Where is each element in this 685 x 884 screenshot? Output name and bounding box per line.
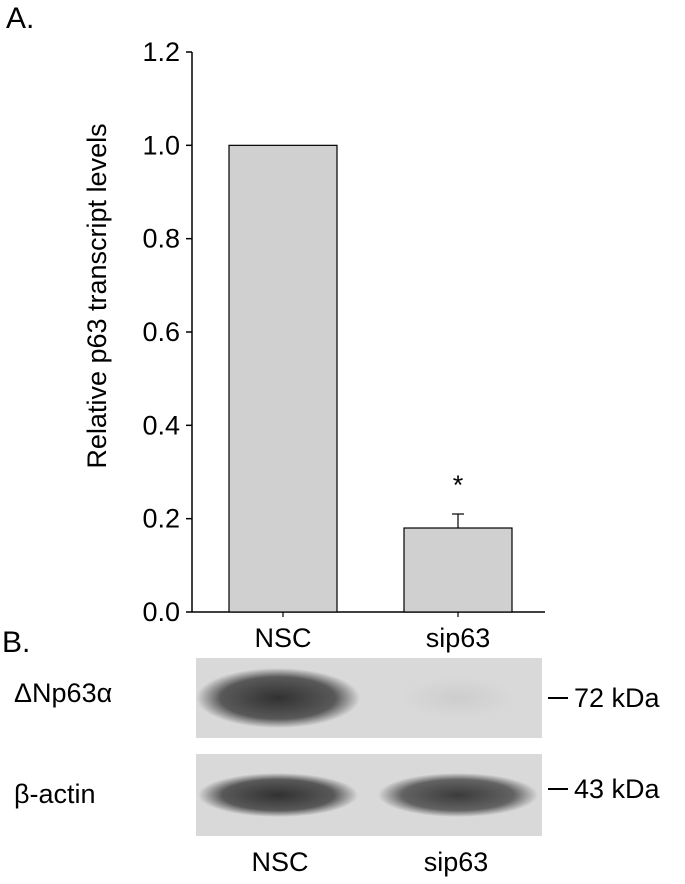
y-tick-label: 0.2 xyxy=(142,504,180,534)
y-axis-label: Relative p63 transcript levels xyxy=(82,123,112,468)
y-tick-label: 0.6 xyxy=(142,317,180,347)
blot-band-nsc xyxy=(196,668,360,728)
bar-chart: 0.0 0.2 0.4 0.6 0.8 1.0 1.2 NSC sip63 * Relative… xyxy=(82,37,545,653)
y-tick-label: 1.2 xyxy=(142,37,180,67)
blot-band-sip63 xyxy=(376,668,540,728)
marker-43kda-label: 43 kDa xyxy=(574,774,660,804)
y-tick-label: 1.0 xyxy=(142,130,180,160)
marker-tick xyxy=(548,787,568,790)
blot-strip-dnp63a xyxy=(196,658,542,738)
lane-label-nsc: NSC xyxy=(251,847,309,877)
bar-nsc xyxy=(228,144,338,613)
y-tick-label: 0.0 xyxy=(142,597,180,627)
significance-marker: * xyxy=(453,470,464,500)
blot-strip-bactin xyxy=(196,754,542,836)
chart-axes: 0.0 0.2 0.4 0.6 0.8 1.0 1.2 NSC sip63 xyxy=(142,37,545,653)
blot-label-bactin: β-actin xyxy=(14,779,96,809)
blot-band-nsc xyxy=(198,773,358,817)
y-tick-label: 0.4 xyxy=(142,410,180,440)
panel-a-label: A. xyxy=(6,2,35,35)
panel-b-label: B. xyxy=(2,626,31,659)
marker-43kda: 43 kDa xyxy=(548,776,660,803)
bar-sip63 xyxy=(403,527,513,613)
blot-band-sip63 xyxy=(378,773,538,817)
x-tick-label: sip63 xyxy=(426,623,491,653)
y-tick-label: 0.8 xyxy=(142,224,180,254)
x-tick-label: NSC xyxy=(254,623,311,653)
marker-72kda-label: 72 kDa xyxy=(574,683,660,713)
marker-72kda: 72 kDa xyxy=(548,685,660,712)
marker-tick xyxy=(548,696,568,699)
chart-bars: * xyxy=(228,144,513,613)
lane-label-sip63: sip63 xyxy=(423,847,489,877)
blot-label-dnp63a: ΔNp63α xyxy=(14,678,113,708)
